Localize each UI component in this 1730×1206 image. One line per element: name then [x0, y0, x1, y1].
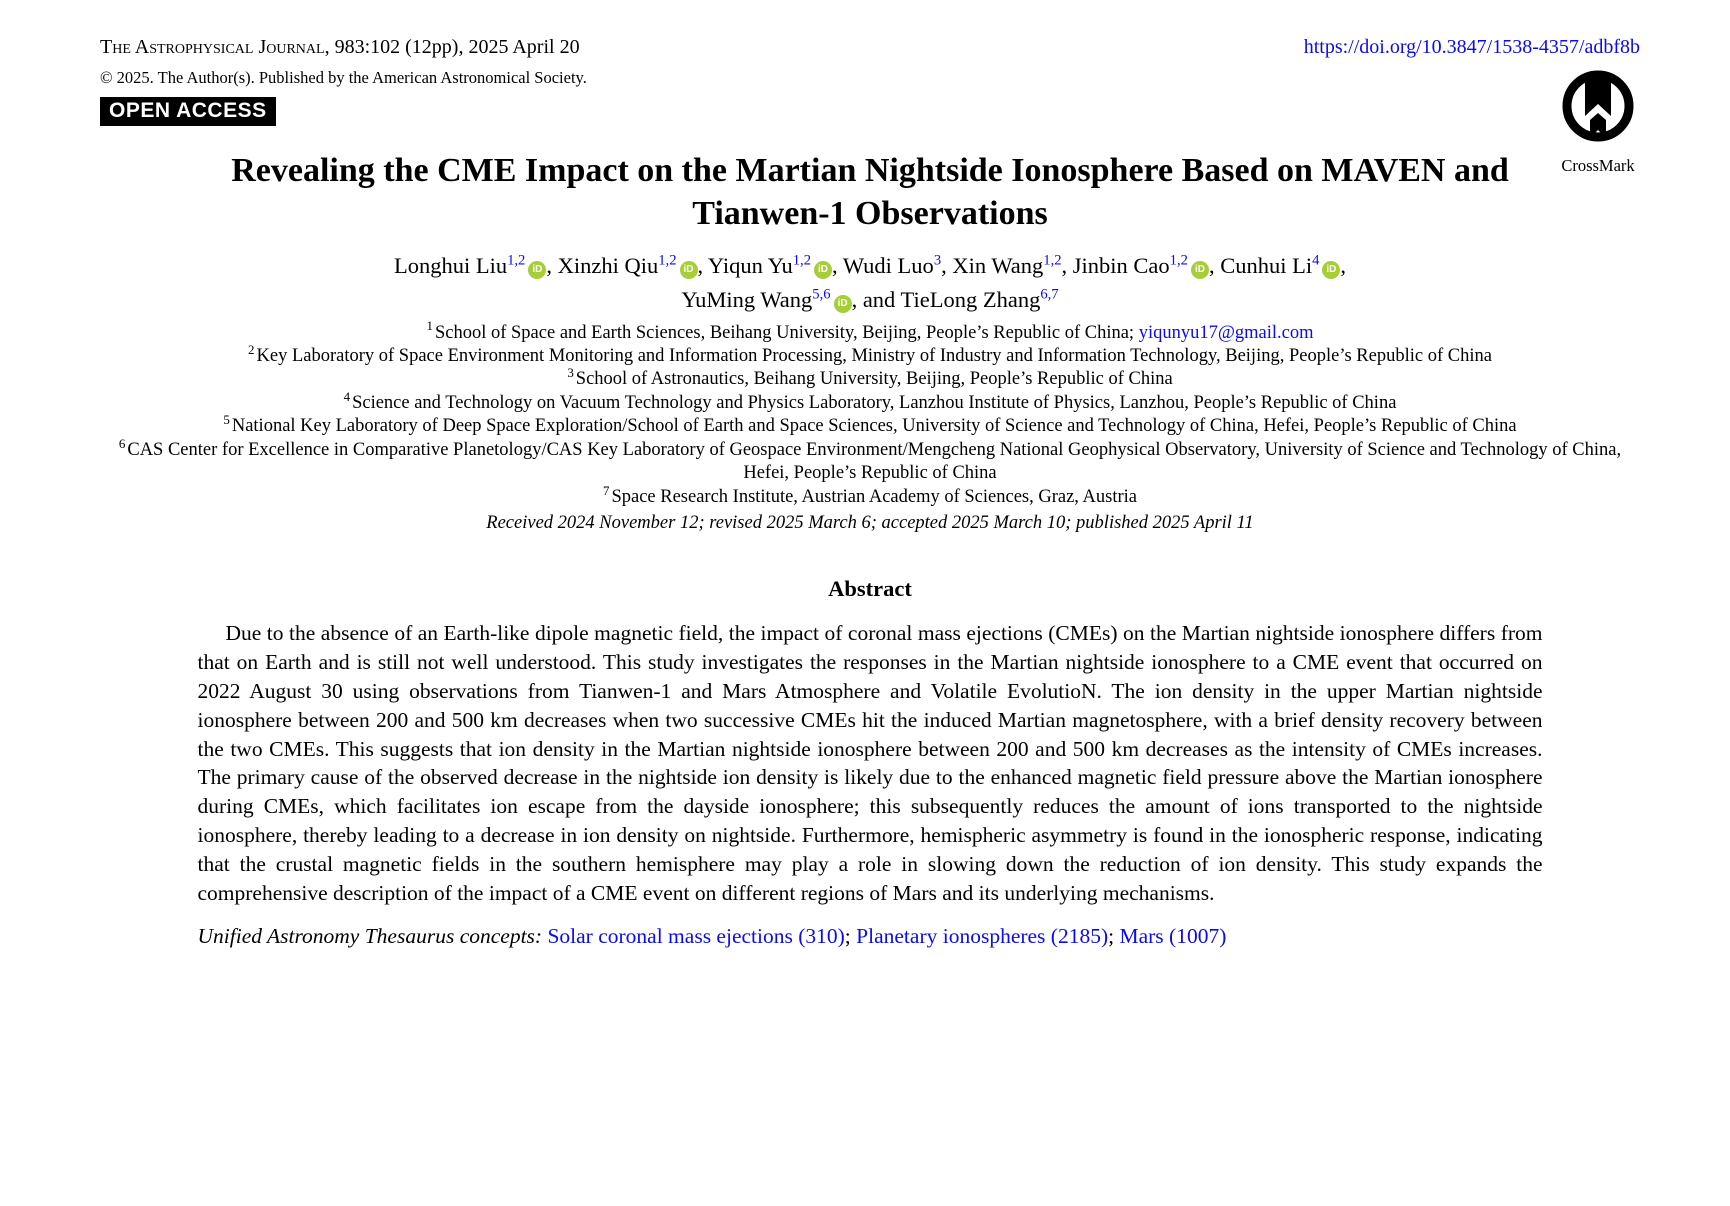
author-separator: ,	[1061, 253, 1073, 278]
affiliation-line: 3 School of Astronautics, Beihang Univers…	[100, 365, 1640, 391]
concept-link[interactable]: Solar coronal mass ejections (310)	[547, 924, 845, 949]
crossmark-icon	[1562, 70, 1634, 142]
article-first-page: The Astrophysical Journal, 983:102 (12pp…	[100, 36, 1644, 951]
article-title-line2: Tianwen-1 Observations	[692, 194, 1048, 232]
affiliation-text: Space Research Institute, Austrian Acade…	[611, 486, 1137, 507]
journal-header: The Astrophysical Journal, 983:102 (12pp…	[100, 36, 1640, 126]
author-affiliation-superscript[interactable]: 1,2	[658, 252, 677, 269]
affiliation-number: 3	[567, 365, 574, 381]
author-affiliation-superscript[interactable]: 3	[933, 252, 942, 269]
affiliation-number: 7	[602, 482, 610, 498]
author-name: TieLong Zhang6,7	[900, 286, 1059, 312]
journal-citation-line: The Astrophysical Journal, 983:102 (12pp…	[100, 36, 587, 59]
open-access-badge: OPEN ACCESS	[100, 97, 276, 126]
article-title: Revealing the CME Impact on the Martian …	[100, 150, 1640, 235]
thesaurus-concepts-links: Solar coronal mass ejections (310); Plan…	[542, 924, 1226, 948]
copyright-line: © 2025. The Author(s). Published by the …	[100, 68, 587, 87]
author-separator: ,	[941, 253, 953, 278]
author-separator: ,	[1340, 253, 1347, 278]
author-affiliation-superscript[interactable]: 5,6	[812, 286, 831, 303]
affiliation-line: 5 National Key Laboratory of Deep Space E…	[100, 412, 1640, 438]
affiliation-text: Science and Technology on Vacuum Technol…	[352, 392, 1397, 413]
author-affiliation-superscript[interactable]: 1,2	[1169, 252, 1188, 269]
affiliation-line: 7 Space Research Institute, Austrian Acad…	[100, 482, 1640, 509]
affiliation-text: School of Space and Earth Sciences, Beih…	[434, 322, 1139, 343]
crossmark-label: CrossMark	[1561, 156, 1635, 175]
thesaurus-concepts-label: Unified Astronomy Thesaurus concepts:	[197, 924, 543, 949]
affiliation-line: 6 CAS Center for Excellence in Comparativ…	[100, 435, 1640, 486]
author-affiliation-superscript[interactable]: 1,2	[1043, 252, 1062, 269]
author-separator: ,	[697, 253, 708, 278]
author-separator: ,	[546, 253, 558, 278]
orcid-icon[interactable]: iD	[679, 261, 698, 279]
orcid-icon[interactable]: iD	[528, 261, 547, 279]
author-separator: , and	[851, 286, 901, 312]
affiliation-number: 2	[248, 341, 255, 357]
author-affiliation-superscript[interactable]: 6,7	[1040, 286, 1059, 303]
concept-separator: ;	[844, 924, 857, 949]
affiliation-text: CAS Center for Excellence in Comparative…	[127, 439, 1622, 484]
affiliation-text: Key Laboratory of Space Environment Moni…	[256, 345, 1492, 366]
abstract-text: Due to the absence of an Earth-like dipo…	[197, 621, 1543, 905]
thesaurus-concepts: Unified Astronomy Thesaurus concepts: So…	[198, 922, 1543, 951]
affiliation-line: 1 School of Space and Earth Sciences, Bei…	[100, 319, 1640, 345]
author-name: Yiqun Yu1,2iD	[708, 252, 832, 279]
author-name: Longhui Liu1,2iD	[394, 252, 547, 279]
author-separator: ,	[1208, 253, 1221, 278]
author-name: Xinzhi Qiu1,2iD	[558, 252, 698, 279]
abstract-heading: Abstract	[828, 576, 912, 602]
author-name: YuMing Wang5,6iD	[681, 286, 852, 313]
orcid-icon[interactable]: iD	[833, 294, 852, 313]
author-list: Longhui Liu1,2iD, Xinzhi Qiu1,2iD, Yiqun…	[100, 249, 1640, 317]
doi-link[interactable]: https://doi.org/10.3847/1538-4357/adbf8b	[1303, 36, 1640, 58]
author-affiliation-superscript[interactable]: 4	[1312, 252, 1320, 269]
author-name: Jinbin Cao1,2iD	[1073, 252, 1209, 279]
affiliation-line: 2 Key Laboratory of Space Environment Mon…	[100, 341, 1640, 368]
affiliation-text: School of Astronautics, Beihang Universi…	[575, 369, 1173, 390]
author-name: Xin Wang1,2	[952, 252, 1062, 278]
author-affiliation-superscript[interactable]: 1,2	[507, 252, 526, 269]
affiliation-number: 6	[118, 435, 126, 451]
orcid-icon[interactable]: iD	[814, 261, 832, 279]
concept-separator: ;	[1108, 924, 1120, 949]
article-history-line: Received 2024 November 12; revised 2025 …	[486, 513, 1254, 534]
author-email-link[interactable]: yiqunyu17@gmail.com	[1138, 322, 1314, 343]
article-title-line1: Revealing the CME Impact on the Martian …	[231, 152, 1509, 189]
author-name: Cunhui Li4iD	[1220, 252, 1341, 279]
affiliation-number: 1	[426, 318, 433, 334]
affiliation-number: 5	[223, 412, 230, 428]
affiliation-list: 1 School of Space and Earth Sciences, Bei…	[100, 319, 1640, 510]
author-name: Wudi Luo3	[842, 252, 942, 278]
journal-info: The Astrophysical Journal, 983:102 (12pp…	[100, 36, 587, 126]
journal-issue-info: , 983:102 (12pp), 2025 April 20	[324, 36, 580, 58]
affiliation-number: 4	[343, 388, 351, 404]
affiliation-text: National Key Laboratory of Deep Space Ex…	[231, 416, 1517, 437]
orcid-icon[interactable]: iD	[1190, 261, 1209, 279]
affiliation-line: 4 Science and Technology on Vacuum Techno…	[100, 388, 1640, 415]
author-separator: ,	[832, 253, 843, 278]
concept-link[interactable]: Mars (1007)	[1119, 924, 1227, 949]
concept-link[interactable]: Planetary ionospheres (2185)	[856, 924, 1109, 949]
journal-name: The Astrophysical Journal	[100, 36, 325, 58]
crossmark-button[interactable]: CrossMark	[1552, 68, 1644, 176]
orcid-icon[interactable]: iD	[1322, 261, 1341, 279]
author-affiliation-superscript[interactable]: 1,2	[792, 252, 811, 269]
